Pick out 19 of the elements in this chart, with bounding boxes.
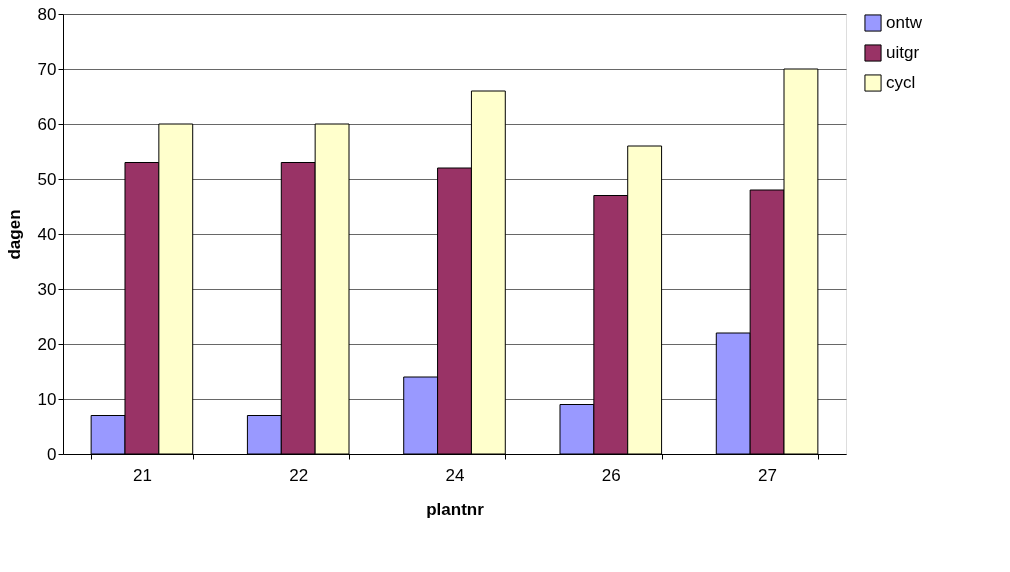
y-tick-label: 70: [37, 59, 57, 79]
y-tick-label: 20: [37, 334, 57, 354]
y-tick-label: 30: [37, 279, 57, 299]
y-tick-label: 0: [47, 444, 57, 464]
y-axis-title: dagen: [4, 209, 24, 260]
legend-label: uitgr: [886, 43, 920, 62]
x-tick-label: 21: [132, 465, 152, 485]
legend-label: ontw: [886, 13, 923, 32]
y-tick-label: 80: [37, 4, 57, 24]
y-tick-label: 10: [37, 389, 57, 409]
x-tick-label: 26: [601, 465, 621, 485]
x-tick-label: 24: [445, 465, 465, 485]
y-tick-label: 50: [37, 169, 57, 189]
x-axis-title: plantnr: [426, 499, 485, 519]
x-tick-label: 22: [289, 465, 309, 485]
y-tick-label: 60: [37, 114, 57, 134]
legend-label: cycl: [886, 73, 916, 92]
y-tick-label: 40: [37, 224, 57, 244]
x-tick-label: 27: [758, 465, 778, 485]
